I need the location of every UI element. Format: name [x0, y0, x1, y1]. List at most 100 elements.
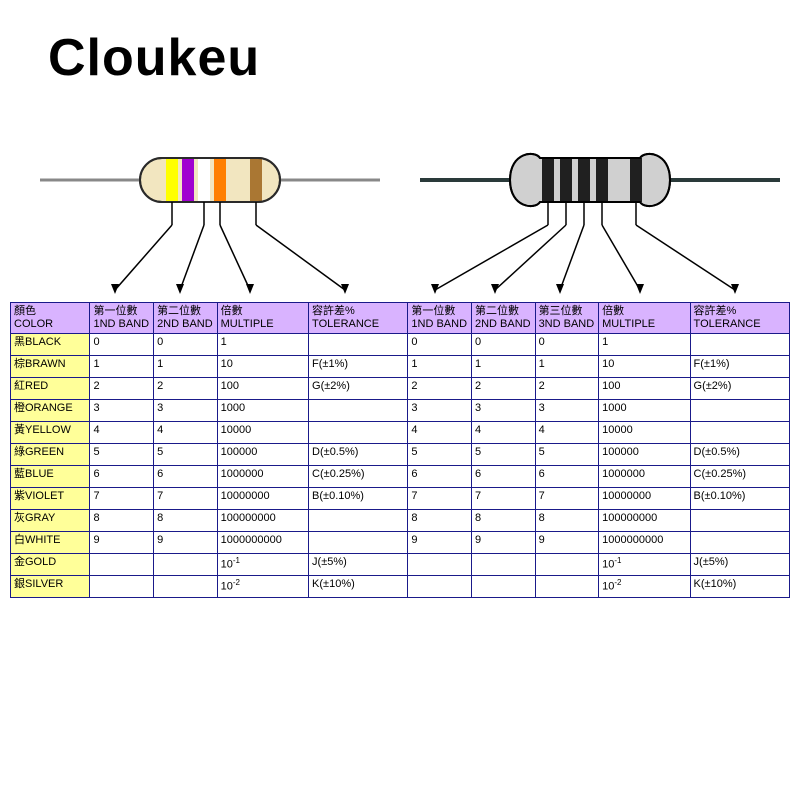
table-cell: 1000000000 [599, 532, 690, 554]
table-header: 倍數MULTIPLE [217, 303, 308, 334]
table-row: 灰GRAY88100000000888100000000 [11, 510, 790, 532]
table-cell: 紅RED [11, 378, 90, 400]
table-cell: 紫VIOLET [11, 488, 90, 510]
table-cell: 8 [535, 510, 599, 532]
table-cell: 0 [90, 334, 154, 356]
table-cell: 4 [535, 422, 599, 444]
table-cell: 10-2 [217, 576, 308, 598]
table-cell: 2 [90, 378, 154, 400]
table-cell [690, 510, 789, 532]
table-cell: 3 [408, 400, 472, 422]
table-cell: 1 [471, 356, 535, 378]
table-cell [309, 510, 408, 532]
table-cell: 3 [90, 400, 154, 422]
table-cell [690, 334, 789, 356]
table-cell [690, 400, 789, 422]
table-cell: 10000000 [217, 488, 308, 510]
table-cell: 10000000 [599, 488, 690, 510]
table-cell: F(±1%) [690, 356, 789, 378]
table-cell: 2 [535, 378, 599, 400]
table-cell: 10 [599, 356, 690, 378]
table-cell: 3 [535, 400, 599, 422]
table-cell: 7 [535, 488, 599, 510]
table-row: 紫VIOLET7710000000B(±0.10%)77710000000B(±… [11, 488, 790, 510]
table-cell [309, 400, 408, 422]
table-cell: D(±0.5%) [690, 444, 789, 466]
table-cell: G(±2%) [690, 378, 789, 400]
table-cell: 灰GRAY [11, 510, 90, 532]
table-cell: K(±10%) [690, 576, 789, 598]
table-cell: 8 [90, 510, 154, 532]
table-row: 白WHITE9910000000009991000000000 [11, 532, 790, 554]
table-cell: 1000 [217, 400, 308, 422]
table-row: 棕BRAWN1110F(±1%)11110F(±1%) [11, 356, 790, 378]
table-row: 綠GREEN55100000D(±0.5%)555100000D(±0.5%) [11, 444, 790, 466]
table-cell: 2 [471, 378, 535, 400]
table-cell: 5 [408, 444, 472, 466]
table-cell: 黃YELLOW [11, 422, 90, 444]
table-cell: 1 [154, 356, 218, 378]
table-cell: 1 [217, 334, 308, 356]
table-cell: K(±10%) [309, 576, 408, 598]
table-cell: 1000 [599, 400, 690, 422]
table-cell: 1 [535, 356, 599, 378]
table-cell: 10-1 [599, 554, 690, 576]
table-cell: 3 [154, 400, 218, 422]
resistor-diagrams [0, 130, 800, 300]
table-row: 紅RED22100G(±2%)222100G(±2%) [11, 378, 790, 400]
table-cell: 4 [471, 422, 535, 444]
table-cell: 7 [90, 488, 154, 510]
table-cell: 9 [471, 532, 535, 554]
table-cell: 6 [408, 466, 472, 488]
table-cell: 4 [90, 422, 154, 444]
brand-title: Cloukeu [48, 28, 260, 88]
table-cell [309, 422, 408, 444]
table-cell: 6 [90, 466, 154, 488]
table-header: 顏色COLOR [11, 303, 90, 334]
table-cell: 0 [154, 334, 218, 356]
table-cell: 7 [471, 488, 535, 510]
table-cell: 100 [217, 378, 308, 400]
table-cell [154, 576, 218, 598]
table-cell [154, 554, 218, 576]
table-cell: 5 [154, 444, 218, 466]
table-cell: 黑BLACK [11, 334, 90, 356]
table-cell: 1 [408, 356, 472, 378]
table-cell: 6 [154, 466, 218, 488]
table-cell: 1000000 [217, 466, 308, 488]
table-cell: 5 [90, 444, 154, 466]
table-cell: 4 [408, 422, 472, 444]
table-cell: 7 [408, 488, 472, 510]
table-header: 第二位數2ND BAND [154, 303, 218, 334]
table-cell: 2 [408, 378, 472, 400]
table-cell: 6 [471, 466, 535, 488]
table-cell: 9 [90, 532, 154, 554]
table-cell: 100 [599, 378, 690, 400]
table-cell: 100000000 [217, 510, 308, 532]
table-header: 第一位數1ND BAND [408, 303, 472, 334]
table-cell: 100000000 [599, 510, 690, 532]
table-cell: 5 [535, 444, 599, 466]
table-cell: F(±1%) [309, 356, 408, 378]
table-cell: 100000 [217, 444, 308, 466]
table-cell [535, 554, 599, 576]
table-cell: 1000000000 [217, 532, 308, 554]
table-row: 黃YELLOW441000044410000 [11, 422, 790, 444]
table-cell [690, 532, 789, 554]
table-cell: 1000000 [599, 466, 690, 488]
table-cell: 金GOLD [11, 554, 90, 576]
table-cell: 6 [535, 466, 599, 488]
table-cell: 4 [154, 422, 218, 444]
table-row: 藍BLUE661000000C(±0.25%)6661000000C(±0.25… [11, 466, 790, 488]
table-cell: 3 [471, 400, 535, 422]
table-cell: 1 [90, 356, 154, 378]
table-cell [690, 422, 789, 444]
table-cell: B(±0.10%) [309, 488, 408, 510]
table-cell: 5 [471, 444, 535, 466]
table-cell: 8 [471, 510, 535, 532]
table-header: 第二位數2ND BAND [471, 303, 535, 334]
table-cell: 9 [408, 532, 472, 554]
table-header: 第一位數1ND BAND [90, 303, 154, 334]
table-cell: 0 [535, 334, 599, 356]
table-header: 容許差%TOLERANCE [309, 303, 408, 334]
